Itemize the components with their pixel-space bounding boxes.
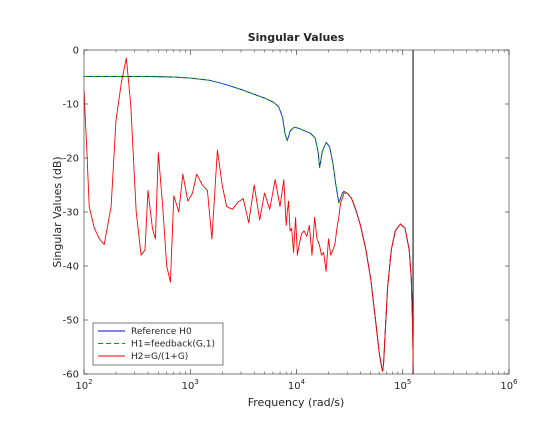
y-tick-label: 0	[73, 46, 79, 57]
chart-title: Singular Values	[248, 31, 345, 44]
x-tick-label: 106	[500, 378, 518, 392]
series-layer	[84, 50, 414, 374]
y-tick-label: -30	[63, 208, 79, 219]
legend-label-1: Reference H0	[131, 327, 192, 337]
legend-label-3: H2=G/(1+G)	[131, 352, 188, 362]
y-tick-label: -10	[63, 100, 79, 111]
y-tick-label: -60	[63, 370, 79, 381]
plot-area	[84, 50, 509, 374]
x-axis-label: Frequency (rad/s)	[248, 396, 345, 409]
x-tick-label: 105	[394, 378, 411, 392]
y-tick-label: -20	[63, 154, 79, 165]
y-axis-label: Singular Values (dB)	[51, 156, 64, 267]
legend[interactable]: Reference H0 H1=feedback(G,1) H2=G/(1+G)	[92, 322, 224, 366]
series-line-3	[84, 57, 414, 374]
x-tick-label: 104	[288, 378, 306, 392]
x-tick-label: 102	[75, 378, 92, 392]
y-tick-label: -50	[63, 316, 79, 327]
x-tick-label: 103	[182, 378, 199, 392]
series-line-2	[84, 76, 414, 374]
legend-entries: Reference H0 H1=feedback(G,1) H2=G/(1+G)	[98, 327, 215, 362]
legend-label-2: H1=feedback(G,1)	[131, 340, 215, 350]
y-tick-label: -40	[63, 262, 79, 273]
